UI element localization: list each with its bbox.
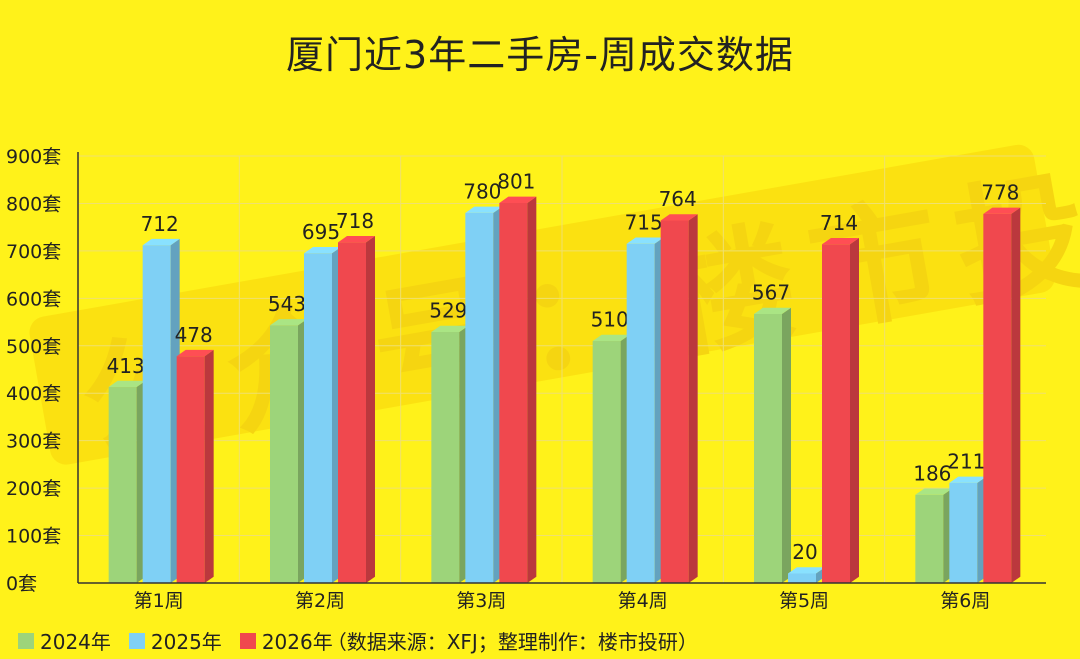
bar-top [108, 380, 146, 388]
data-label: 567 [752, 281, 790, 305]
legend-swatch-2025 [128, 632, 145, 649]
bar-top [499, 196, 537, 203]
legend-label-2025: 2025年 [150, 630, 222, 654]
x-tick-label: 第3周 [456, 590, 506, 612]
bar [499, 202, 528, 583]
bar-top [304, 246, 341, 254]
data-label: 478 [175, 323, 213, 347]
bar-side [688, 214, 698, 584]
y-tick-label: 300套 [6, 431, 61, 453]
data-label: 413 [107, 354, 145, 378]
bar-chart: 0套 100套 200套 300套 400套 500套 600套 700套 800套 900套 41… [6, 146, 1046, 612]
bar [949, 482, 978, 583]
bar-top [142, 238, 180, 246]
bar-side [527, 196, 537, 584]
bar-top [822, 237, 859, 245]
data-label: 780 [463, 180, 501, 204]
bar-top [983, 207, 1021, 214]
bar [626, 243, 655, 583]
bar-top [176, 349, 214, 357]
bar-top [338, 236, 375, 243]
legend-label-2024: 2024年 [40, 630, 111, 654]
legend-swatch-2024 [18, 632, 34, 649]
bar [431, 332, 460, 583]
bar-top [270, 319, 307, 326]
y-tick-label: 700套 [6, 241, 61, 263]
data-label: 186 [913, 461, 951, 485]
legend-label-2026: 2026年 [261, 630, 333, 654]
legend-item-2026: 2026年 （数据来源：XFJ；整理制作：楼市投研） [239, 626, 698, 655]
bar [660, 220, 689, 583]
data-label: 20 [792, 540, 817, 564]
bar [983, 213, 1012, 584]
bar [465, 212, 494, 583]
bar [592, 341, 621, 583]
data-label: 211 [947, 450, 985, 474]
bar-top [431, 325, 469, 333]
data-label: 712 [141, 212, 179, 236]
bar-top [754, 307, 791, 314]
data-label: 801 [497, 170, 535, 194]
chart-title: 厦门近3年二手房-周成交数据 [286, 33, 794, 77]
y-tick-label: 200套 [6, 478, 61, 500]
data-label: 715 [625, 210, 663, 234]
bar-top [592, 334, 630, 342]
bar [108, 387, 137, 583]
data-label: 718 [336, 209, 374, 233]
bar-side [1011, 207, 1021, 584]
bar [176, 356, 205, 583]
bar-top [465, 206, 503, 213]
y-tick-label: 0套 [6, 573, 37, 595]
bar-side [366, 236, 375, 583]
bar-side [782, 307, 791, 583]
x-tick-label: 第5周 [779, 590, 829, 612]
bar-top [626, 237, 664, 244]
bar [788, 573, 816, 583]
bar-side [204, 349, 214, 583]
bar-top [915, 488, 953, 495]
x-tick-label: 第1周 [134, 590, 184, 612]
y-tick-label: 400套 [6, 383, 61, 405]
data-label: 510 [591, 308, 629, 332]
data-label: 529 [429, 299, 467, 323]
legend-item-2024: 2024年 [18, 626, 111, 655]
y-tick-label: 900套 [6, 146, 61, 168]
legend-source-note: （数据来源：XFJ；整理制作：楼市投研） [326, 630, 698, 654]
data-label: 695 [302, 220, 340, 244]
bar [822, 244, 850, 583]
y-tick-label: 100套 [6, 526, 61, 548]
x-tick-label: 第4周 [618, 590, 668, 612]
x-tick-label: 第2周 [295, 590, 345, 612]
bar-top [660, 214, 698, 221]
bar [754, 313, 782, 583]
bar [338, 242, 366, 584]
y-tick-label: 600套 [6, 288, 61, 310]
legend-item-2025: 2025年 [128, 626, 222, 655]
bar [270, 325, 298, 583]
data-label: 778 [981, 181, 1019, 205]
x-tick-label: 第6周 [940, 590, 990, 612]
y-tick-label: 500套 [6, 336, 61, 358]
bar-top [788, 567, 825, 574]
bar [142, 245, 171, 583]
data-label: 543 [268, 292, 306, 316]
legend-swatch-2026 [239, 632, 256, 649]
bar [304, 253, 332, 583]
bar-side [850, 237, 859, 584]
data-label: 764 [659, 187, 697, 211]
bar [915, 494, 944, 583]
y-tick-label: 800套 [6, 193, 61, 215]
legend: 2024年 2025年 2026年 （数据来源：XFJ；整理制作：楼市投研） [18, 626, 716, 655]
data-label: 714 [820, 211, 858, 235]
bar-top [949, 476, 987, 483]
